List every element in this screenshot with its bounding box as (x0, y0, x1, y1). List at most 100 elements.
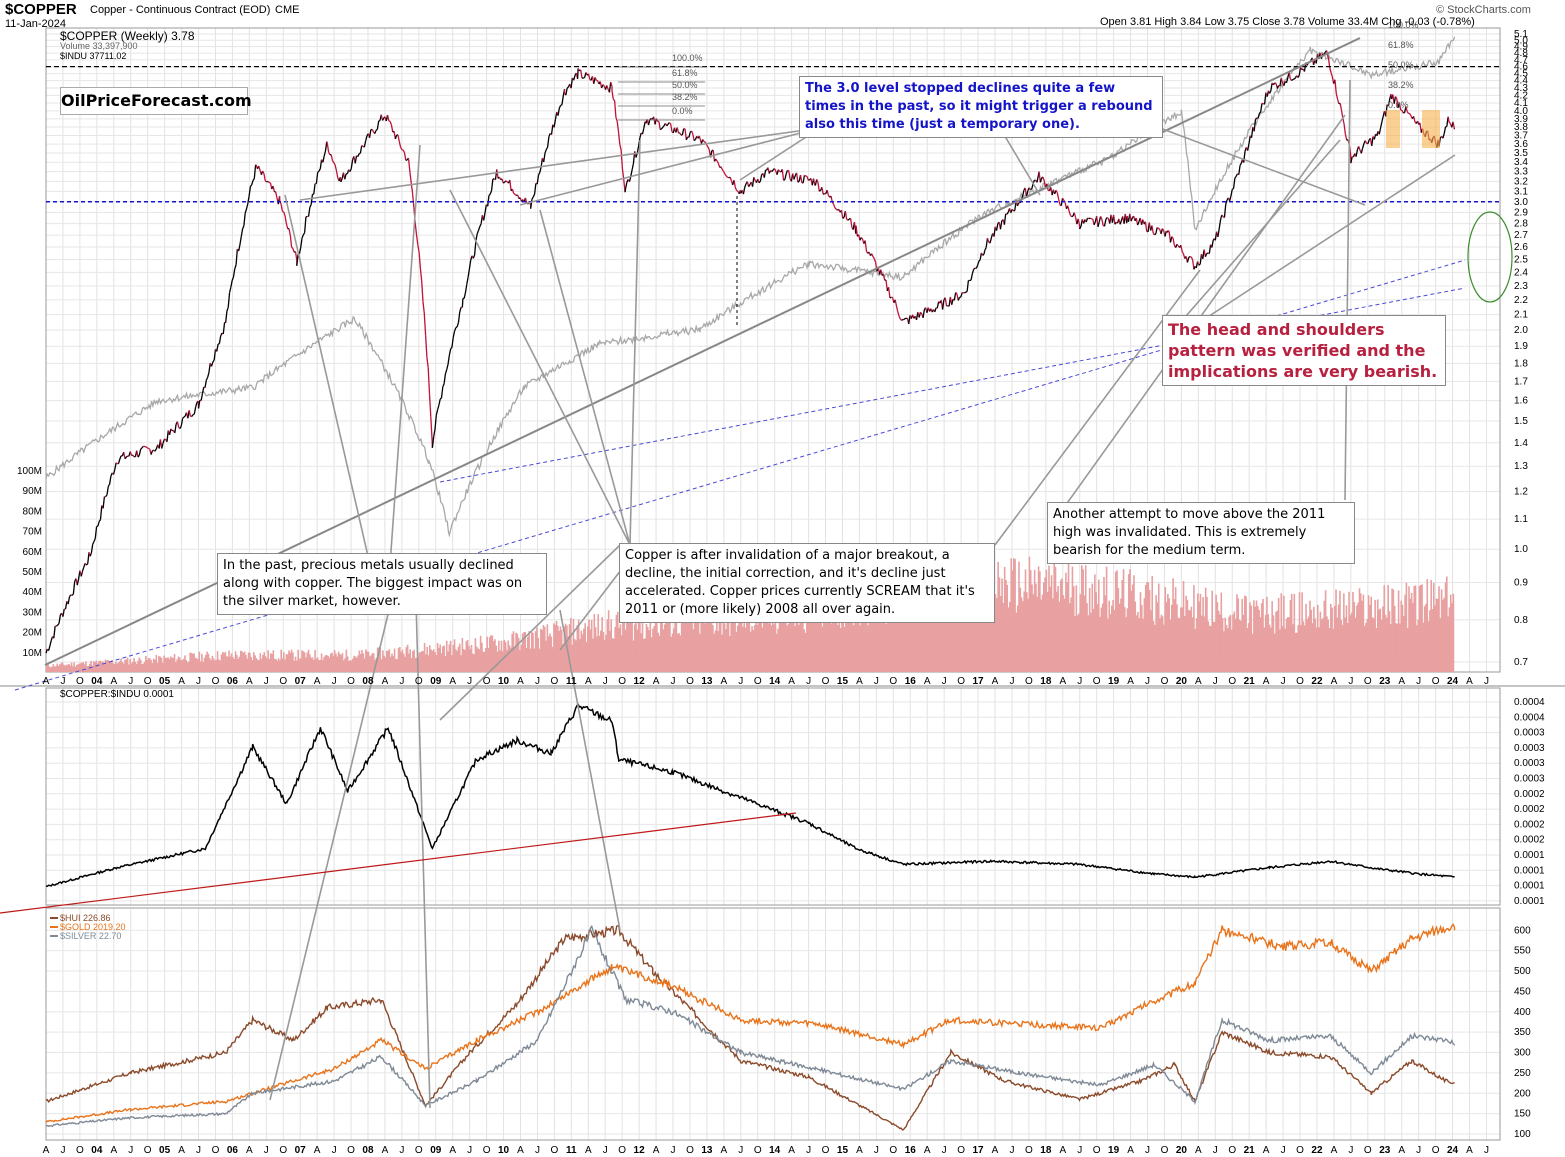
volume-bar (1395, 623, 1397, 672)
copper-segment (102, 496, 106, 509)
volume-bar (1326, 616, 1328, 672)
volume-bar (603, 640, 606, 672)
volume-bar (1266, 596, 1268, 672)
copper-segment (315, 172, 319, 184)
copper-segment (115, 462, 118, 465)
x-tick-label-bottom: J (1416, 1145, 1421, 1156)
x-tick-label-bottom: O (1161, 1145, 1169, 1156)
copper-segment (216, 344, 219, 352)
y-tick-label: 3.1 (1514, 186, 1528, 197)
volume-bar (735, 631, 738, 672)
credit-label: © StockCharts.com (1436, 4, 1531, 16)
volume-bar (779, 621, 782, 672)
copper-segment (723, 171, 726, 175)
x-tick-label-bottom: J (942, 1145, 947, 1156)
copper-segment (252, 178, 255, 181)
y-tick-label: 2.5 (1514, 254, 1528, 265)
copper-segment (423, 313, 427, 336)
ratio-line (45, 703, 1455, 888)
x-tick-label: 21 (1244, 676, 1256, 687)
volume-tick-label: 80M (23, 506, 42, 517)
volume-bar (843, 626, 846, 672)
volume-bar (598, 635, 601, 672)
copper-segment (496, 169, 499, 179)
copper-segment (849, 218, 853, 228)
copper-segment (840, 210, 844, 219)
x-tick-label: 20 (1176, 676, 1188, 687)
copper-segment (1005, 213, 1008, 215)
volume-bar (1391, 588, 1393, 672)
copper-segment (350, 159, 354, 169)
copper-segment (1394, 96, 1398, 99)
y-tick-label: 4.3 (1514, 83, 1528, 94)
y3-tick-label: 150 (1514, 1109, 1531, 1120)
volume-bar (438, 647, 440, 672)
volume-bar (1298, 592, 1301, 672)
volume-bar (47, 663, 49, 672)
x-tick-label-bottom: 05 (159, 1145, 171, 1156)
volume-bar (846, 590, 848, 672)
volume-bar (986, 613, 989, 672)
copper-segment (408, 159, 411, 173)
x-tick-label-bottom: J (806, 1145, 811, 1156)
volume-bar (138, 657, 141, 672)
copper-segment (417, 244, 420, 253)
copper-segment (1038, 171, 1042, 183)
volume-bar (128, 664, 130, 672)
volume-bar (884, 597, 886, 672)
volume-bar (121, 661, 124, 672)
volume-bar (721, 634, 723, 672)
x-tick-label-bottom: 14 (769, 1145, 781, 1156)
copper-segment (934, 307, 937, 313)
x-tick-label-bottom: J (1348, 1145, 1353, 1156)
volume-bar (897, 612, 899, 672)
volume-bar (551, 646, 554, 672)
volume-bar (778, 612, 781, 672)
copper-segment (936, 301, 940, 308)
volume-bar (341, 653, 344, 672)
volume-bar (496, 651, 499, 672)
volume-bar (616, 611, 619, 672)
metal-line-2 (45, 924, 1456, 1127)
volume-bar (279, 660, 281, 672)
volume-bar (999, 596, 1002, 672)
copper-segment (1258, 111, 1262, 114)
volume-bar (747, 604, 749, 672)
volume-bar (794, 626, 796, 672)
volume-bar (1446, 576, 1448, 672)
copper-segment (213, 349, 217, 361)
volume-bar (462, 649, 465, 672)
volume-bar (1002, 603, 1005, 672)
x-tick-label: O (618, 676, 626, 687)
x-tick-label-bottom: A (1127, 1145, 1134, 1156)
volume-bar (555, 620, 558, 672)
copper-segment (112, 469, 116, 475)
volume-bar (817, 616, 820, 672)
copper-segment (1137, 221, 1140, 226)
volume-bar (307, 649, 310, 672)
x-tick-label: O (686, 676, 694, 687)
copper-segment (107, 483, 111, 487)
copper-segment (647, 119, 651, 126)
volume-bar (684, 609, 687, 672)
fib-label-right: 100.0% (1388, 20, 1419, 30)
volume-bar (842, 612, 845, 672)
volume-bar (1105, 566, 1108, 672)
volume-bar (405, 647, 408, 672)
volume-bar (409, 649, 412, 672)
copper-segment (502, 181, 505, 184)
copper-segment (880, 269, 883, 276)
volume-bar (1238, 619, 1241, 672)
volume-bar (362, 653, 365, 672)
volume-bar (1213, 622, 1216, 672)
volume-bar (605, 634, 607, 672)
volume-bar (644, 638, 646, 672)
volume-bar (1164, 587, 1167, 672)
copper-segment (141, 445, 144, 449)
copper-segment (944, 297, 948, 306)
x-tick-label-bottom: J (128, 1145, 133, 1156)
volume-bar (1353, 602, 1356, 672)
copper-segment (1367, 139, 1370, 145)
volume-bar (1167, 594, 1169, 672)
volume-bar (384, 657, 387, 672)
